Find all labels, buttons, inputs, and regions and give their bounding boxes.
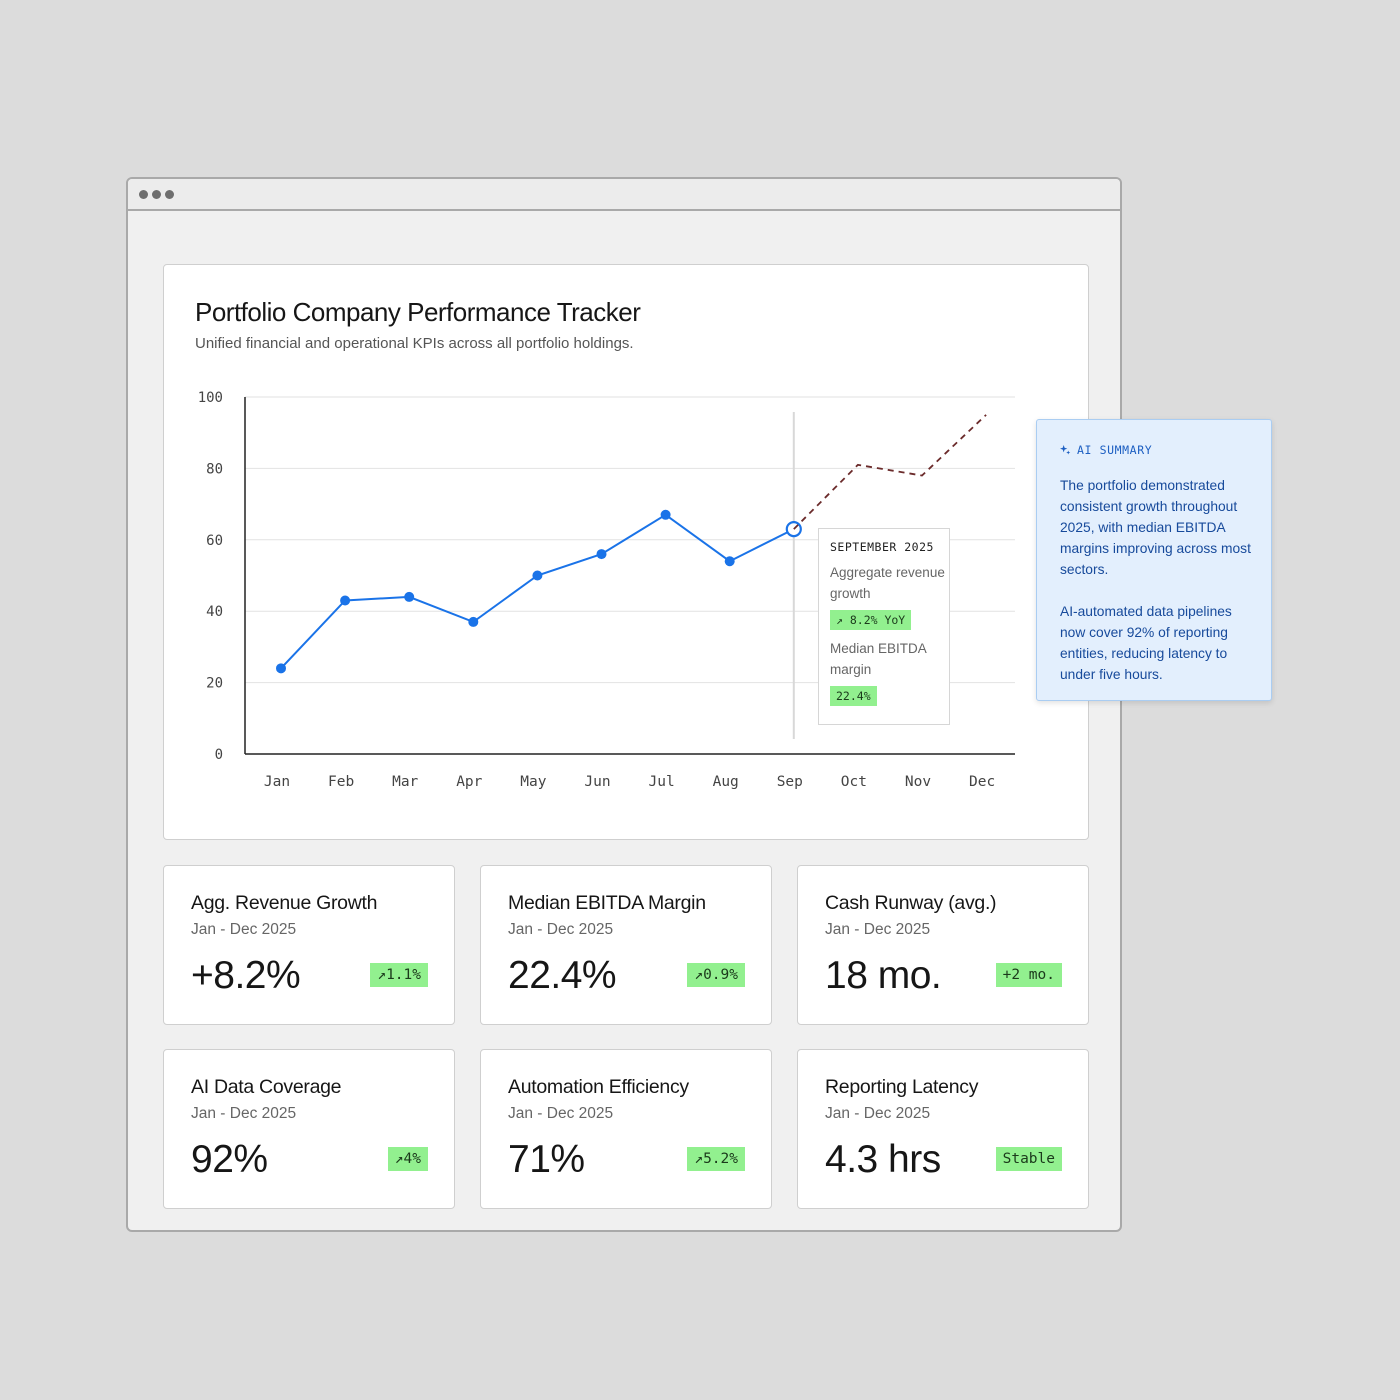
tooltip-metric2-value: 22.4% xyxy=(830,686,877,706)
x-tick-label: Nov xyxy=(905,774,931,790)
data-point xyxy=(660,509,671,520)
kpi-trend-badge: ↗5.2% xyxy=(687,1147,745,1171)
data-point xyxy=(340,595,351,606)
browser-window: Portfolio Company Performance Tracker Un… xyxy=(126,177,1122,1232)
kpi-value: +8.2% xyxy=(191,954,301,997)
window-control-dot[interactable] xyxy=(152,189,161,199)
kpi-period: Jan - Dec 2025 xyxy=(191,921,297,938)
data-point xyxy=(468,616,479,627)
chart-tooltip: SEPTEMBER 2025 Aggregate revenue growth … xyxy=(818,528,950,725)
x-tick-label: Sep xyxy=(777,774,803,790)
kpi-period: Jan - Dec 2025 xyxy=(191,1105,297,1122)
kpi-trend-badge: +2 mo. xyxy=(995,963,1062,987)
chart-title: Portfolio Company Performance Tracker xyxy=(195,297,641,327)
y-tick-label: 100 xyxy=(198,390,223,406)
sparkle-icon xyxy=(1060,444,1071,455)
kpi-card-automation-efficiency[interactable]: Automation Efficiency Jan - Dec 2025 71%… xyxy=(480,1049,772,1209)
data-point xyxy=(596,549,607,560)
data-point xyxy=(724,556,735,567)
x-tick-label: Jun xyxy=(584,774,610,790)
kpi-value: 18 mo. xyxy=(825,954,942,997)
kpi-trend-badge: ↗1.1% xyxy=(370,963,428,987)
ai-summary-paragraph: AI-automated data pipelines now cover 92… xyxy=(1060,604,1232,682)
x-tick-label: Aug xyxy=(713,774,739,790)
tooltip-metric2-label: Median EBITDA margin xyxy=(830,641,927,677)
kpi-title: Reporting Latency xyxy=(825,1076,979,1098)
data-point xyxy=(404,591,415,602)
y-tick-label: 40 xyxy=(206,604,223,620)
x-tick-label: May xyxy=(520,774,546,790)
kpi-period: Jan - Dec 2025 xyxy=(508,1105,614,1122)
kpi-value: 92% xyxy=(191,1138,268,1181)
ai-summary-panel: AI SUMMARY The portfolio demonstrated co… xyxy=(1036,419,1272,701)
window-titlebar xyxy=(128,179,1120,211)
window-control-dot[interactable] xyxy=(139,189,148,199)
forecast-line xyxy=(793,414,987,530)
kpi-value: 22.4% xyxy=(508,954,617,997)
window-control-dot[interactable] xyxy=(165,189,174,199)
kpi-period: Jan - Dec 2025 xyxy=(508,921,614,938)
kpi-card-ai-data-coverage[interactable]: AI Data Coverage Jan - Dec 2025 92% ↗4% xyxy=(163,1049,455,1209)
data-point xyxy=(532,570,543,581)
tooltip-metric1-value: ↗ 8.2% YoY xyxy=(830,610,912,630)
x-tick-label: Jan xyxy=(264,774,290,790)
kpi-card-reporting-latency[interactable]: Reporting Latency Jan - Dec 2025 4.3 hrs… xyxy=(797,1049,1089,1209)
performance-chart-card: Portfolio Company Performance Tracker Un… xyxy=(163,264,1089,840)
kpi-card-ebitda-margin[interactable]: Median EBITDA Margin Jan - Dec 2025 22.4… xyxy=(480,865,772,1025)
kpi-status-badge: Stable xyxy=(995,1147,1062,1171)
x-tick-label: Dec xyxy=(969,774,995,790)
kpi-title: Cash Runway (avg.) xyxy=(825,892,997,914)
x-tick-label: Apr xyxy=(456,774,482,790)
kpi-value: 71% xyxy=(508,1138,585,1181)
kpi-title: AI Data Coverage xyxy=(191,1076,342,1098)
ai-summary-heading: AI SUMMARY xyxy=(1077,443,1153,457)
kpi-title: Agg. Revenue Growth xyxy=(191,892,378,914)
kpi-title: Median EBITDA Margin xyxy=(508,892,706,914)
kpi-title: Automation Efficiency xyxy=(508,1076,689,1098)
chart-subtitle: Unified financial and operational KPIs a… xyxy=(195,335,634,352)
kpi-card-revenue-growth[interactable]: Agg. Revenue Growth Jan - Dec 2025 +8.2%… xyxy=(163,865,455,1025)
ai-summary-paragraph: The portfolio demonstrated consistent gr… xyxy=(1060,478,1251,577)
series-line xyxy=(280,513,795,670)
y-tick-label: 20 xyxy=(206,676,223,692)
kpi-value: 4.3 hrs xyxy=(825,1138,941,1181)
kpi-period: Jan - Dec 2025 xyxy=(825,921,931,938)
kpi-trend-badge: ↗0.9% xyxy=(687,963,745,987)
ai-summary-header: AI SUMMARY xyxy=(1060,443,1251,457)
kpi-trend-badge: ↗4% xyxy=(387,1147,428,1171)
y-tick-label: 0 xyxy=(215,747,223,763)
x-tick-label: Jul xyxy=(648,774,674,790)
x-tick-label: Feb xyxy=(328,774,354,790)
y-tick-label: 80 xyxy=(206,461,223,477)
x-tick-label: Oct xyxy=(841,774,867,790)
y-tick-label: 60 xyxy=(206,533,223,549)
x-tick-label: Mar xyxy=(392,774,418,790)
tooltip-title: SEPTEMBER 2025 xyxy=(830,540,934,554)
data-point xyxy=(276,663,286,674)
line-chart[interactable]: 0 20 40 60 80 100 Jan Feb Mar Apr May Jun Jul Aug Sep O… xyxy=(164,265,1090,841)
tooltip-metric1-label: Aggregate revenue growth xyxy=(830,565,945,601)
kpi-period: Jan - Dec 2025 xyxy=(825,1105,931,1122)
kpi-card-cash-runway[interactable]: Cash Runway (avg.) Jan - Dec 2025 18 mo.… xyxy=(797,865,1089,1025)
